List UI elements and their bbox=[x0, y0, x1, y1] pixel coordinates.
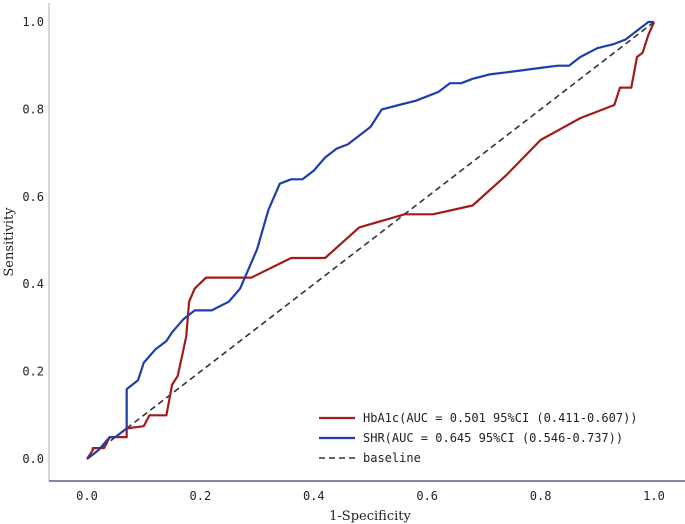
legend-label: HbA1c(AUC = 0.501 95%CI (0.411-0.607)) bbox=[363, 411, 638, 425]
y-tick-label: 0.2 bbox=[22, 365, 44, 379]
y-tick-label: 0.4 bbox=[22, 277, 44, 291]
y-tick-label: 0.8 bbox=[22, 102, 44, 116]
legend-label: baseline bbox=[363, 451, 421, 465]
y-tick-label: 0.0 bbox=[22, 452, 44, 466]
y-tick-label: 0.6 bbox=[22, 190, 44, 204]
x-tick-label: 0.4 bbox=[303, 489, 325, 503]
legend-label: SHR(AUC = 0.645 95%CI (0.546-0.737)) bbox=[363, 431, 623, 445]
x-tick-label: 0.8 bbox=[530, 489, 552, 503]
legend: HbA1c(AUC = 0.501 95%CI (0.411-0.607)) SH… bbox=[319, 411, 638, 465]
y-tick-labels: 0.0 0.2 0.4 0.6 0.8 1.0 bbox=[22, 15, 44, 466]
x-tick-label: 0.6 bbox=[416, 489, 438, 503]
series-layer bbox=[86, 20, 656, 460]
x-tick-label: 1.0 bbox=[643, 489, 665, 503]
x-tick-label: 0.2 bbox=[190, 489, 212, 503]
x-tick-label: 0.0 bbox=[76, 489, 98, 503]
series-line-shr bbox=[86, 20, 654, 460]
series-line-hba1c bbox=[86, 21, 656, 460]
y-axis-title: Sensitivity bbox=[2, 207, 17, 277]
x-axis-title: 1-Specificity bbox=[329, 509, 411, 524]
x-tick-labels: 0.0 0.2 0.4 0.6 0.8 1.0 bbox=[76, 489, 665, 503]
y-tick-label: 1.0 bbox=[22, 15, 44, 29]
